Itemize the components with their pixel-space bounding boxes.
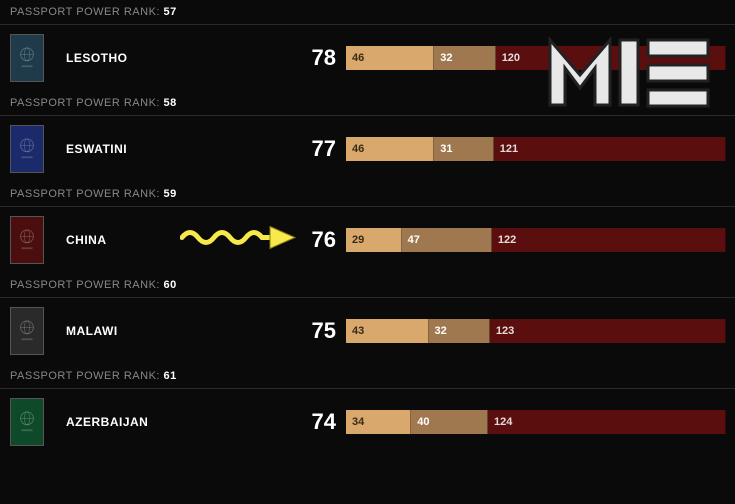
- country-name: LESOTHO: [66, 51, 196, 65]
- rank-value: 60: [164, 279, 177, 291]
- rank-label: PASSPORT POWER RANK:: [10, 279, 160, 291]
- bar-segment-visa-required: 123: [490, 319, 726, 343]
- mobility-score: 76: [296, 227, 336, 253]
- rank-header: PASSPORT POWER RANK: 59: [0, 182, 735, 207]
- country-name: ESWATINI: [66, 142, 196, 156]
- highlight-arrow-icon: [180, 223, 300, 258]
- stacked-bar: 4631121: [346, 137, 726, 161]
- stacked-bar: 4332123: [346, 319, 726, 343]
- rank-label: PASSPORT POWER RANK:: [10, 370, 160, 382]
- bar-segment-voa: 32: [429, 319, 490, 343]
- bar-segment-visa-required: 121: [494, 137, 726, 161]
- rank-value: 61: [164, 370, 177, 382]
- passport-icon: [10, 125, 44, 173]
- rank-value: 57: [164, 6, 177, 18]
- bar-segment-voa: 40: [411, 410, 488, 434]
- stacked-bar: 4632120: [346, 46, 726, 70]
- passport-row[interactable]: CHINA 76 2947122: [0, 207, 735, 273]
- rank-label: PASSPORT POWER RANK:: [10, 6, 160, 18]
- bar-segment-voa: 32: [434, 46, 495, 70]
- passport-row[interactable]: AZERBAIJAN 74 3440124: [0, 389, 735, 455]
- country-name: CHINA: [66, 233, 196, 247]
- passport-icon: [10, 398, 44, 446]
- bar-segment-visa-required: 124: [488, 410, 726, 434]
- passport-row[interactable]: MALAWI 75 4332123: [0, 298, 735, 364]
- rank-value: 58: [164, 97, 177, 109]
- bar-segment-visa-required: 120: [496, 46, 726, 70]
- bar-segment-visa-free: 43: [346, 319, 429, 343]
- passport-icon: [10, 216, 44, 264]
- rank-label: PASSPORT POWER RANK:: [10, 97, 160, 109]
- mobility-score: 74: [296, 409, 336, 435]
- rank-header: PASSPORT POWER RANK: 61: [0, 364, 735, 389]
- passport-icon: [10, 307, 44, 355]
- bar-segment-visa-free: 46: [346, 46, 434, 70]
- bar-segment-visa-required: 122: [492, 228, 726, 252]
- rank-value: 59: [164, 188, 177, 200]
- passport-row[interactable]: ESWATINI 77 4631121: [0, 116, 735, 182]
- rank-header: PASSPORT POWER RANK: 57: [0, 0, 735, 25]
- bar-segment-voa: 31: [434, 137, 493, 161]
- country-name: AZERBAIJAN: [66, 415, 196, 429]
- bar-segment-visa-free: 46: [346, 137, 434, 161]
- mobility-score: 75: [296, 318, 336, 344]
- bar-segment-visa-free: 29: [346, 228, 402, 252]
- bar-segment-visa-free: 34: [346, 410, 411, 434]
- mobility-score: 77: [296, 136, 336, 162]
- rank-header: PASSPORT POWER RANK: 60: [0, 273, 735, 298]
- passport-icon: [10, 34, 44, 82]
- country-name: MALAWI: [66, 324, 196, 338]
- passport-row[interactable]: LESOTHO 78 4632120: [0, 25, 735, 91]
- rank-header: PASSPORT POWER RANK: 58: [0, 91, 735, 116]
- bar-segment-voa: 47: [402, 228, 492, 252]
- stacked-bar: 2947122: [346, 228, 726, 252]
- rank-label: PASSPORT POWER RANK:: [10, 188, 160, 200]
- stacked-bar: 3440124: [346, 410, 726, 434]
- mobility-score: 78: [296, 45, 336, 71]
